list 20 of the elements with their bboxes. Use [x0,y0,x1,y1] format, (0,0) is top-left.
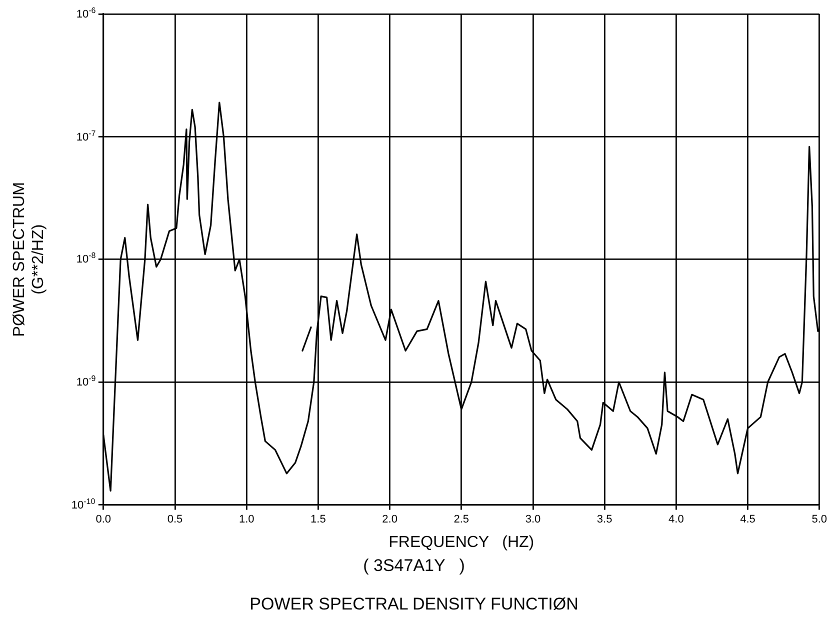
x-tick-label: 2.0 [382,513,398,526]
x-tick-label: 3.0 [525,513,541,526]
x-tick-label: 0.0 [96,513,112,526]
x-tick-label: 4.5 [740,513,756,526]
x-tick-label: 4.0 [668,513,684,526]
text: POWER SPECTRAL DENSITY FUNCTIØN [250,594,578,614]
y-tick-label: 10$^{-9}$ [76,374,96,389]
x-tick-label: 5.0 [812,513,828,526]
x-tick-label: 0.5 [167,513,183,526]
x-tick-label: 2.5 [454,513,470,526]
y-tick-label: 10$^{-6}$ [76,6,96,21]
y-tick-label: 10$^{-8}$ [76,251,96,266]
text: ( 3S47A1Y ) [363,556,465,576]
y-axis-title: PØWER SPECTRUM (G**2/HZ) [11,182,48,337]
x-axis-title: FREQUENCY (HZ) [388,534,534,552]
x-tick-label: 1.5 [310,513,326,526]
y-tick-label: 10$^{-7}$ [76,128,96,144]
x-tick-label: 3.5 [596,513,612,526]
x-tick-label: 1.0 [238,513,254,526]
y-tick-label: 10$^{-10}$ [71,496,96,512]
